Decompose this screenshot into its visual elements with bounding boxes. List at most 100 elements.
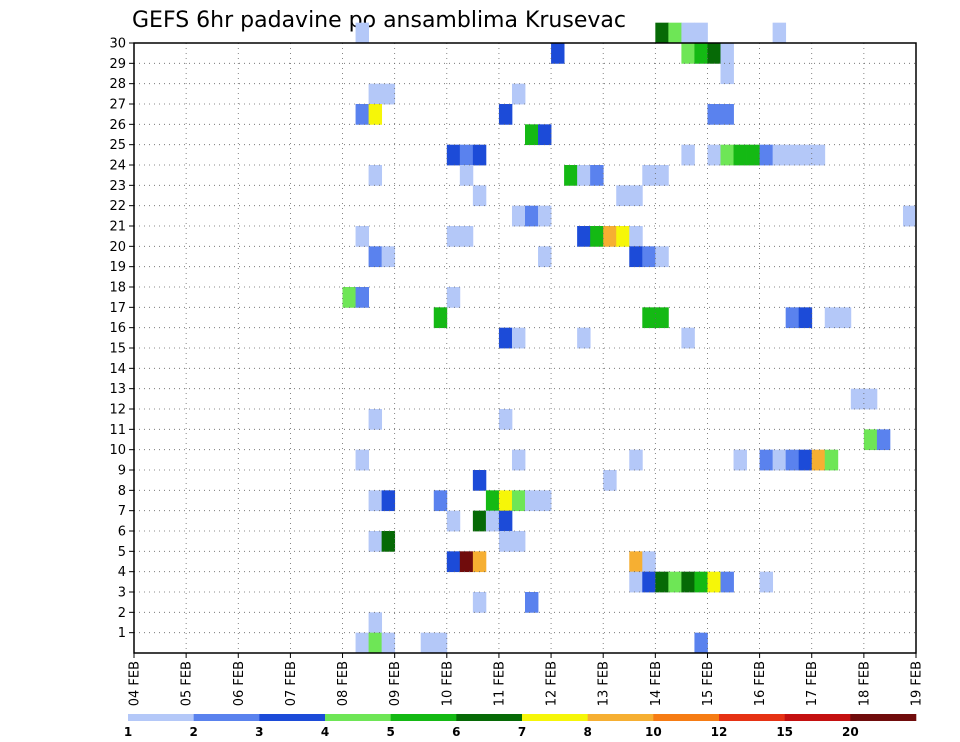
heatmap-cell <box>368 246 383 268</box>
heatmap-cell <box>785 307 800 329</box>
heatmap-cell <box>368 409 383 430</box>
heatmap-cell <box>525 490 539 512</box>
heatmap-cell <box>459 226 474 247</box>
y-tick-label: 24 <box>109 159 126 174</box>
colorbar-swatch <box>587 714 654 721</box>
heatmap-cell <box>381 246 396 268</box>
heatmap-cell <box>629 551 643 573</box>
heatmap-cell <box>642 307 656 329</box>
y-tick-label: 2 <box>118 606 126 621</box>
heatmap-cell <box>603 470 617 491</box>
x-tick-label: 14 FEB <box>649 661 664 706</box>
colorbar-label: 1 <box>124 725 132 739</box>
heatmap-cell <box>707 144 721 166</box>
heatmap-cell <box>811 144 826 166</box>
x-tick-label: 18 FEB <box>857 661 872 706</box>
heatmap-cell <box>381 632 396 654</box>
colorbar-label: 5 <box>386 725 394 739</box>
colorbar-swatch <box>784 714 851 721</box>
grid-lines <box>134 43 916 653</box>
heatmap-cell <box>798 144 813 166</box>
heatmap-cell <box>850 388 865 410</box>
heatmap-cell <box>876 429 891 451</box>
heatmap-cell <box>355 226 369 247</box>
heatmap-cell <box>668 22 682 44</box>
heatmap-cell <box>759 449 774 471</box>
heatmap-cell <box>355 22 369 44</box>
colorbar-swatch <box>193 714 260 721</box>
x-tick-label: 19 FEB <box>910 661 925 706</box>
heatmap-cell <box>733 144 747 166</box>
heatmap-cell <box>498 409 513 430</box>
heatmap-cell <box>655 307 669 329</box>
heatmap-cell <box>772 449 787 471</box>
heatmap-cell <box>511 449 526 471</box>
heatmap-cell <box>472 551 487 573</box>
heatmap-cell <box>655 22 669 44</box>
chart-title: GEFS 6hr padavine po ansamblima Krusevac <box>132 8 626 33</box>
heatmap-cell <box>655 246 669 268</box>
heatmap-cell <box>629 449 643 471</box>
heatmap-cell <box>642 551 656 573</box>
heatmap-cell <box>459 144 474 166</box>
heatmap-cell <box>759 144 774 166</box>
heatmap-cell <box>564 165 578 186</box>
y-tick-label: 23 <box>109 179 126 194</box>
heatmap-cell <box>498 510 513 532</box>
heatmap-cell <box>472 592 487 613</box>
heatmap-cell <box>381 531 396 552</box>
heatmap-cell <box>485 490 500 512</box>
heatmap-cell <box>368 632 383 654</box>
y-tick-label: 1 <box>118 626 126 641</box>
heatmap-cell <box>420 632 435 654</box>
heatmap-cell <box>485 510 500 532</box>
heatmap-cell <box>472 185 487 207</box>
heatmap-cell <box>863 429 878 451</box>
heatmap-cell <box>720 43 734 64</box>
colorbar-label: 10 <box>645 725 662 739</box>
heatmap-cell <box>446 551 461 573</box>
heatmap-cell <box>577 165 591 186</box>
heatmap-cell <box>368 531 383 552</box>
heatmap-cell <box>733 449 747 471</box>
heatmap-cell <box>577 226 591 247</box>
y-tick-label: 6 <box>118 525 126 540</box>
heatmap-cell <box>629 226 643 247</box>
heatmap-cell <box>707 104 721 125</box>
heatmap-cell <box>720 63 734 85</box>
heatmap-cell <box>433 307 448 329</box>
heatmap-cell <box>355 104 369 125</box>
x-tick-label: 05 FEB <box>180 661 195 706</box>
heatmap-cell <box>368 165 383 186</box>
heatmap-cell <box>472 470 487 491</box>
colorbar-label: 2 <box>189 725 197 739</box>
heatmap-cell <box>642 246 656 268</box>
heatmap-cell <box>681 327 695 349</box>
heatmap-cell <box>459 165 474 186</box>
heatmap-cell <box>681 571 695 593</box>
x-axis-ticks: 04 FEB 05 FEB 06 FEB 07 FEB 08 FEB 09 FEB 10 F… <box>128 653 925 706</box>
x-tick-label: 08 FEB <box>336 661 351 706</box>
colorbar-swatch <box>390 714 457 721</box>
heatmap-cell <box>629 571 643 593</box>
y-tick-label: 8 <box>118 484 126 499</box>
heatmap-cell <box>381 490 396 512</box>
x-tick-label: 15 FEB <box>701 661 716 706</box>
y-tick-label: 28 <box>109 77 126 92</box>
y-tick-label: 7 <box>118 504 126 519</box>
heatmap-cell <box>525 124 539 146</box>
y-tick-label: 18 <box>109 281 126 296</box>
heatmap-cell <box>459 551 474 573</box>
colorbar-swatch <box>128 714 194 721</box>
colorbar-swatch <box>456 714 523 721</box>
y-tick-label: 11 <box>109 423 126 438</box>
y-tick-label: 4 <box>118 565 126 580</box>
heatmap-cell <box>694 22 708 44</box>
heatmap-cell <box>498 531 513 552</box>
heatmap-cell <box>577 327 591 349</box>
y-tick-label: 21 <box>109 220 126 235</box>
y-tick-label: 5 <box>118 545 126 560</box>
heatmap-cell <box>433 490 448 512</box>
heatmap-cell <box>707 43 721 64</box>
heatmap-cell <box>355 632 369 654</box>
